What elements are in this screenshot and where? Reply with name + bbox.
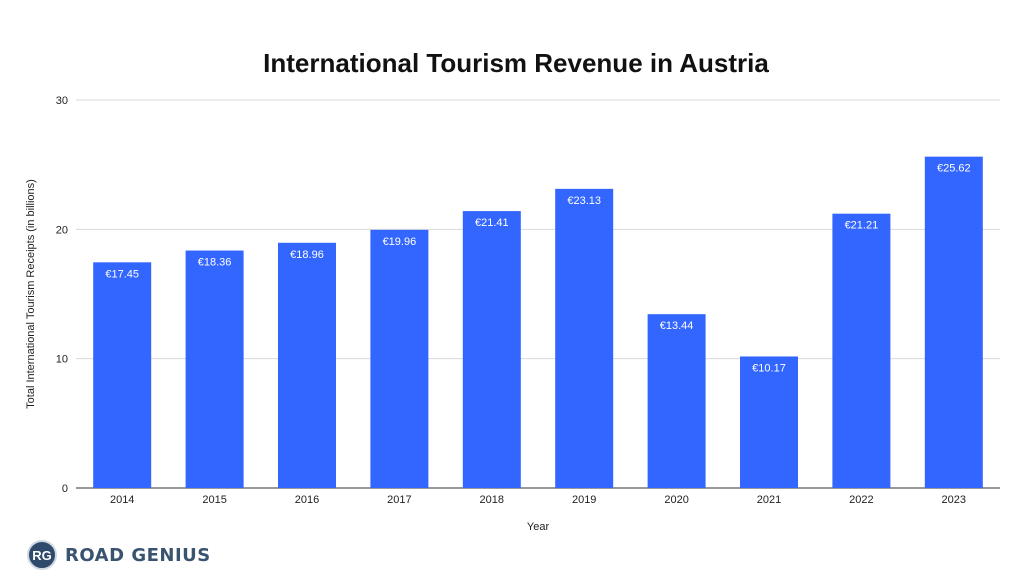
x-tick-label: 2018: [480, 494, 504, 506]
bar-2017: [370, 229, 429, 489]
data-label: €21.41: [475, 217, 509, 229]
logo-wordmark: ROAD GENIUS: [65, 544, 211, 566]
logo-badge: RG: [27, 540, 57, 570]
x-axis-ticks: 2014 2015 2016 2017 2018 2019 2020 2021 2022 2023: [110, 494, 966, 506]
bar-2016: [278, 242, 336, 488]
bar-2015: [185, 250, 244, 488]
bar-2021: [740, 356, 798, 488]
y-tick-label: 0: [62, 483, 68, 495]
x-tick-label: 2015: [202, 494, 226, 506]
bar-2020: [647, 314, 706, 488]
x-tick-label: 2020: [664, 494, 688, 506]
bar-2022: [832, 213, 891, 488]
road-genius-logo: RG ROAD GENIUS: [27, 538, 211, 572]
bar-2018: [462, 211, 521, 488]
x-tick-label: 2019: [572, 494, 596, 506]
x-tick-label: 2017: [387, 494, 411, 506]
x-tick-label: 2014: [110, 494, 134, 506]
data-label: €13.44: [660, 320, 694, 332]
x-tick-label: 2021: [757, 494, 781, 506]
bars: €17.45 €18.36 €18.96 €19.96 €21.41 €23.13 €13.…: [93, 156, 983, 489]
data-label: €19.96: [383, 236, 417, 248]
y-tick-label: 10: [56, 354, 68, 366]
y-tick-label: 30: [56, 95, 68, 107]
y-axis-ticks: 0 10 20 30: [56, 95, 68, 495]
x-tick-label: 2022: [849, 494, 873, 506]
x-tick-label: 2016: [295, 494, 319, 506]
bar-2023: [924, 156, 983, 488]
data-label: €17.45: [105, 268, 139, 280]
bar-2014: [93, 262, 152, 488]
data-label: €25.62: [937, 163, 971, 175]
y-tick-label: 20: [56, 224, 68, 236]
data-label: €18.96: [290, 249, 324, 261]
chart-title: International Tourism Revenue in Austria: [263, 48, 769, 78]
data-label: €10.17: [752, 362, 786, 374]
x-tick-label: 2023: [942, 494, 966, 506]
x-axis-label: Year: [527, 521, 550, 533]
data-label: €23.13: [567, 195, 601, 207]
y-axis-label: Total International Tourism Receipts (in…: [25, 179, 37, 409]
bar-2019: [555, 188, 614, 489]
data-label: €18.36: [198, 257, 232, 269]
data-label: €21.21: [845, 220, 879, 232]
